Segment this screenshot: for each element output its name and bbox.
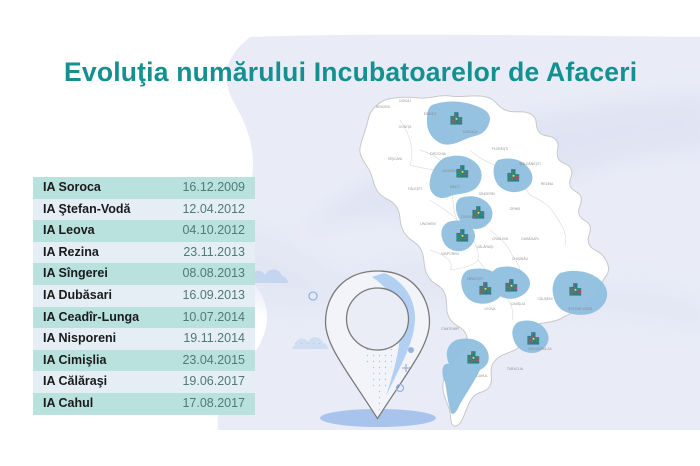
svg-text:TARACLIA: TARACLIA bbox=[507, 367, 524, 371]
svg-text:FĂLEŞTI: FĂLEŞTI bbox=[408, 187, 422, 191]
svg-text:FLOREŞTI: FLOREŞTI bbox=[492, 147, 509, 151]
svg-text:RÎŞCANI: RÎŞCANI bbox=[388, 157, 402, 161]
svg-text:HÎNCEŞTI: HÎNCEŞTI bbox=[467, 277, 483, 281]
svg-text:ORHEI: ORHEI bbox=[510, 207, 521, 211]
svg-text:GLODENI: GLODENI bbox=[442, 169, 457, 173]
svg-text:ŞOLDĂNEŞTI: ŞOLDĂNEŞTI bbox=[519, 162, 541, 166]
svg-text:EDINEŢ: EDINEŢ bbox=[424, 112, 436, 116]
svg-text:DUBĂSARI: DUBĂSARI bbox=[521, 237, 538, 241]
svg-text:CHIŞINĂU: CHIŞINĂU bbox=[512, 257, 529, 261]
svg-text:SÎNGEREI: SÎNGEREI bbox=[479, 192, 495, 196]
svg-text:CIMIŞLIA: CIMIŞLIA bbox=[511, 302, 526, 306]
svg-text:SOROCA: SOROCA bbox=[463, 130, 478, 134]
svg-text:OCNIŢA: OCNIŢA bbox=[399, 125, 413, 129]
svg-text:TELENEŞTI: TELENEŞTI bbox=[461, 215, 480, 219]
svg-text:CĂUŞENI: CĂUŞENI bbox=[537, 297, 552, 301]
svg-text:UNGHENI: UNGHENI bbox=[420, 222, 436, 226]
svg-text:NISPOREN: NISPOREN bbox=[441, 252, 459, 256]
svg-text:BRICENI: BRICENI bbox=[376, 105, 390, 109]
svg-text:ŞTA OCRULZA: ŞTA OCRULZA bbox=[528, 347, 552, 351]
svg-text:DROCHIA: DROCHIA bbox=[430, 152, 446, 156]
svg-text:BĂLŢI: BĂLŢI bbox=[450, 185, 459, 189]
svg-text:DONJU: DONJU bbox=[399, 99, 411, 103]
svg-text:REZINA: REZINA bbox=[541, 182, 554, 186]
svg-text:ŞTEFAN VODĂ: ŞTEFAN VODĂ bbox=[568, 307, 592, 311]
svg-text:LEOVA: LEOVA bbox=[484, 307, 496, 311]
svg-text:CRIULENI: CRIULENI bbox=[492, 237, 508, 241]
svg-text:CANTEMIR: CANTEMIR bbox=[441, 327, 459, 331]
svg-text:CĂLĂRAŞI: CĂLĂRAŞI bbox=[477, 245, 494, 249]
svg-text:CAHUL: CAHUL bbox=[476, 374, 488, 378]
